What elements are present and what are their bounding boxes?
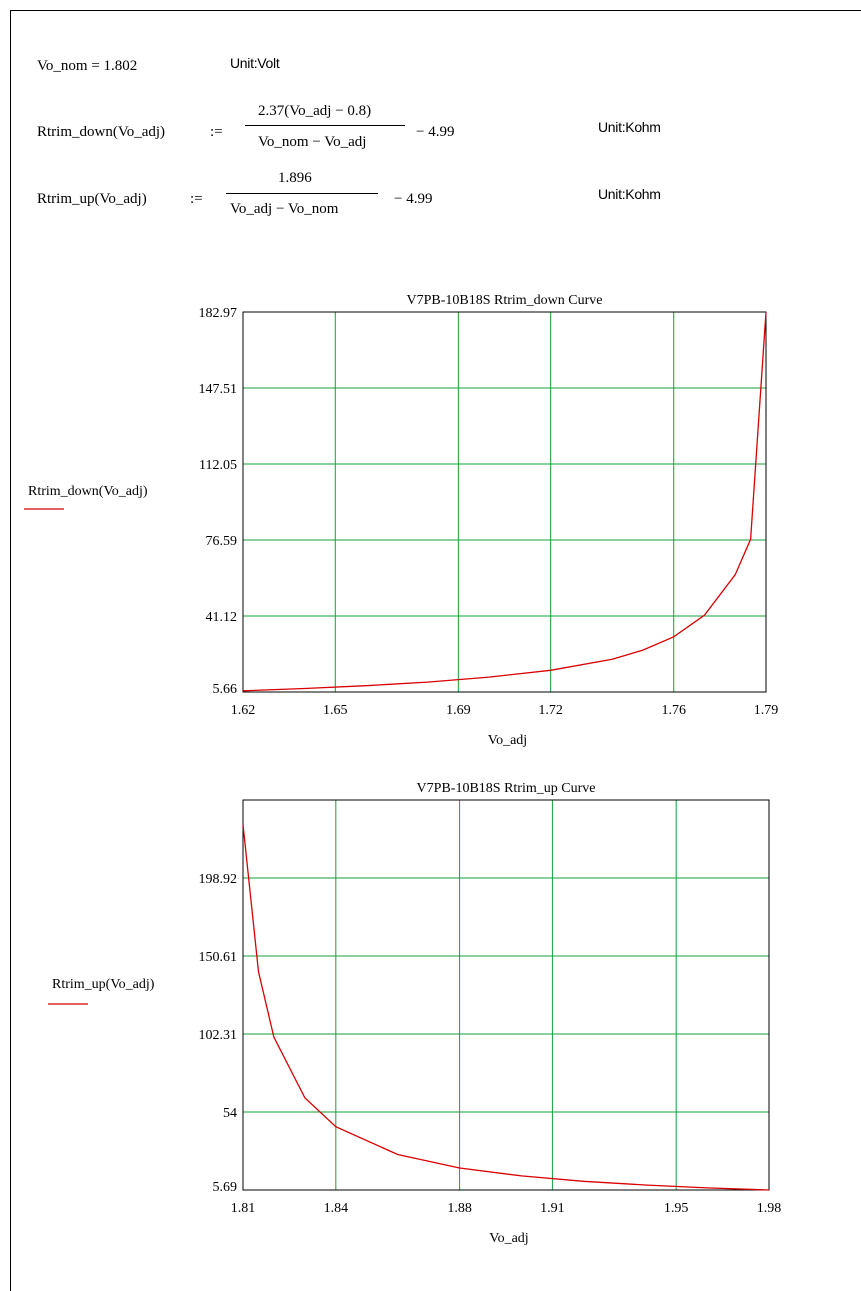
rtrim-down-tail: − 4.99 xyxy=(416,124,455,140)
rtrim-down-fraction-bar xyxy=(245,125,405,126)
y-axis-label: Rtrim_up(Vo_adj) xyxy=(52,977,155,992)
series-line xyxy=(242,311,767,692)
y-tick-label: 54 xyxy=(223,1106,237,1121)
x-tick-label: 1.62 xyxy=(231,703,256,718)
vo-nom-unit: Unit:Volt xyxy=(230,55,280,71)
vo-nom-definition[interactable]: Vo_nom = 1.802 xyxy=(37,58,138,74)
y-tick-label: 5.69 xyxy=(213,1180,238,1195)
x-tick-label: 1.81 xyxy=(231,1201,256,1216)
y-tick-label: 182.97 xyxy=(199,306,238,321)
x-tick-label: 1.65 xyxy=(323,703,348,718)
rtrim-up-chart[interactable]: V7PB-10B18S Rtrim_up Curve 1.81 1.84 1.88 1.… xyxy=(48,781,781,1246)
y-tick-label: 102.31 xyxy=(199,1028,238,1043)
y-tick-label: 198.92 xyxy=(199,872,238,887)
x-tick-label: 1.84 xyxy=(324,1201,349,1216)
page-border-left xyxy=(10,10,11,1291)
x-tick-label: 1.79 xyxy=(754,703,779,718)
rtrim-up-assign: := xyxy=(190,191,203,207)
rtrim-up-numerator: 1.896 xyxy=(278,170,312,186)
chart-title: V7PB-10B18S Rtrim_up Curve xyxy=(417,781,596,796)
plot-frame xyxy=(242,311,767,693)
rtrim-down-assign: := xyxy=(210,124,223,140)
y-tick-label: 147.51 xyxy=(199,382,238,397)
rtrim-down-lhs[interactable]: Rtrim_down(Vo_adj) xyxy=(37,124,166,140)
rtrim-up-unit: Unit:Kohm xyxy=(598,186,661,202)
rtrim-down-numerator: 2.37(Vo_adj − 0.8) xyxy=(258,103,372,119)
x-axis-label: Vo_adj xyxy=(488,733,527,748)
rtrim-up-lhs[interactable]: Rtrim_up(Vo_adj) xyxy=(37,191,147,207)
x-axis-label: Vo_adj xyxy=(489,1231,528,1246)
x-tick-label: 1.98 xyxy=(757,1201,782,1216)
x-tick-label: 1.88 xyxy=(447,1201,472,1216)
page-border-top xyxy=(10,10,861,11)
rtrim-up-denominator: Vo_adj − Vo_nom xyxy=(230,201,339,217)
rtrim-down-unit: Unit:Kohm xyxy=(598,119,661,135)
x-tick-label: 1.72 xyxy=(538,703,563,718)
y-tick-label: 41.12 xyxy=(206,610,238,625)
y-tick-label: 112.05 xyxy=(199,458,237,473)
chart-title: V7PB-10B18S Rtrim_down Curve xyxy=(406,293,602,308)
x-tick-label: 1.69 xyxy=(446,703,471,718)
rtrim-down-denominator: Vo_nom − Vo_adj xyxy=(258,134,367,150)
x-tick-label: 1.76 xyxy=(661,703,686,718)
x-tick-label: 1.91 xyxy=(540,1201,565,1216)
y-tick-label: 150.61 xyxy=(199,950,238,965)
rtrim-up-tail: − 4.99 xyxy=(394,191,433,207)
series-line xyxy=(242,824,770,1191)
y-axis-label: Rtrim_down(Vo_adj) xyxy=(28,484,148,499)
rtrim-down-chart[interactable]: V7PB-10B18S Rtrim_down Curve 1.62 1.65 1.69… xyxy=(24,293,778,748)
rtrim-up-fraction-bar xyxy=(226,193,378,194)
x-tick-label: 1.95 xyxy=(664,1201,689,1216)
y-tick-label: 5.66 xyxy=(213,682,238,697)
y-tick-label: 76.59 xyxy=(206,534,238,549)
plot-frame xyxy=(242,799,770,1191)
